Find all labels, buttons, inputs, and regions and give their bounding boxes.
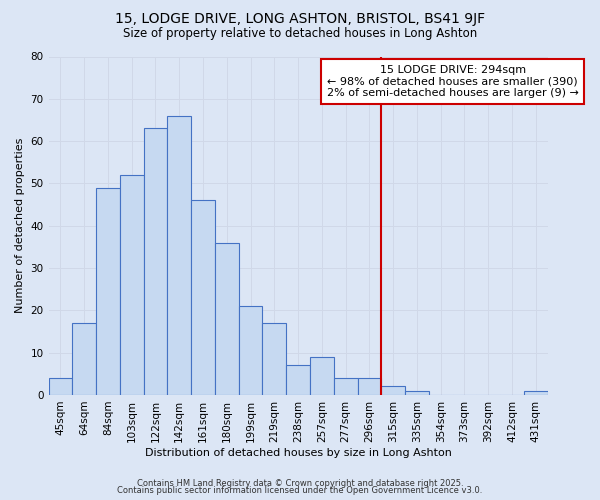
Bar xyxy=(262,323,286,395)
Bar xyxy=(73,323,96,395)
Bar xyxy=(143,128,167,395)
Bar xyxy=(358,378,381,395)
Bar xyxy=(120,175,143,395)
Bar xyxy=(49,378,73,395)
Text: 15, LODGE DRIVE, LONG ASHTON, BRISTOL, BS41 9JF: 15, LODGE DRIVE, LONG ASHTON, BRISTOL, B… xyxy=(115,12,485,26)
Bar xyxy=(239,306,262,395)
Bar xyxy=(167,116,191,395)
Text: Contains public sector information licensed under the Open Government Licence v3: Contains public sector information licen… xyxy=(118,486,482,495)
Bar xyxy=(310,357,334,395)
Bar xyxy=(334,378,358,395)
Bar xyxy=(191,200,215,395)
Text: 15 LODGE DRIVE: 294sqm
← 98% of detached houses are smaller (390)
2% of semi-det: 15 LODGE DRIVE: 294sqm ← 98% of detached… xyxy=(326,65,578,98)
X-axis label: Distribution of detached houses by size in Long Ashton: Distribution of detached houses by size … xyxy=(145,448,452,458)
Bar xyxy=(96,188,120,395)
Text: Size of property relative to detached houses in Long Ashton: Size of property relative to detached ho… xyxy=(123,28,477,40)
Bar xyxy=(524,390,548,395)
Bar xyxy=(286,366,310,395)
Bar xyxy=(381,386,405,395)
Text: Contains HM Land Registry data © Crown copyright and database right 2025.: Contains HM Land Registry data © Crown c… xyxy=(137,478,463,488)
Bar xyxy=(405,390,429,395)
Y-axis label: Number of detached properties: Number of detached properties xyxy=(15,138,25,314)
Bar xyxy=(215,242,239,395)
